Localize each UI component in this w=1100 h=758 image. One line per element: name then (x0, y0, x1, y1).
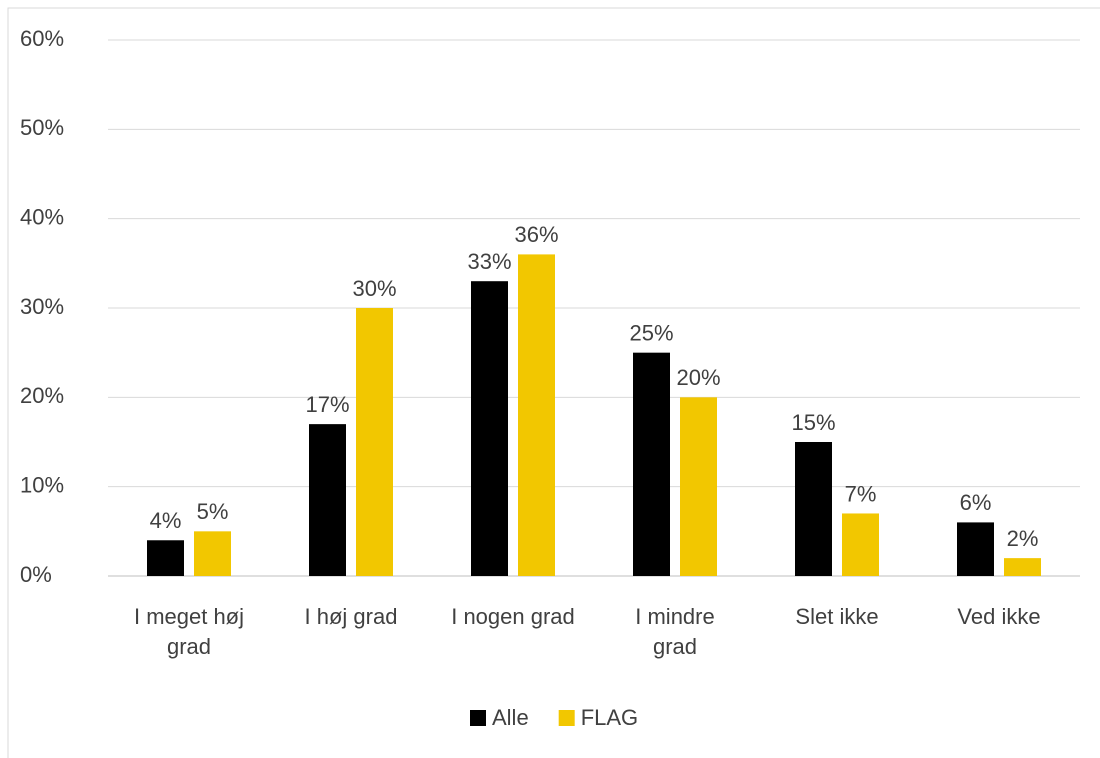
data-label: 25% (629, 320, 673, 345)
y-tick-label: 10% (20, 472, 64, 497)
bar (957, 522, 994, 576)
x-tick-label: Slet ikke (795, 604, 879, 629)
legend-label: Alle (492, 705, 529, 730)
data-label: 17% (305, 392, 349, 417)
x-tick-label: I meget høj grad (133, 604, 245, 659)
bar (633, 352, 670, 576)
data-label: 15% (791, 410, 835, 435)
legend-swatch (470, 710, 486, 726)
data-label: 7% (845, 481, 877, 506)
bar (680, 397, 717, 576)
x-tick-label: I mindre grad (635, 604, 715, 659)
bar (842, 513, 879, 576)
data-label: 33% (467, 249, 511, 274)
x-tick-label: I høj grad (304, 604, 398, 629)
y-tick-label: 30% (20, 294, 64, 319)
bar (471, 281, 508, 576)
y-tick-label: 40% (20, 204, 64, 229)
bar (147, 540, 184, 576)
bar (795, 442, 832, 576)
bar (356, 308, 393, 576)
legend-label: FLAG (581, 705, 638, 730)
y-tick-label: 0% (20, 562, 52, 587)
data-label: 2% (1007, 526, 1039, 551)
chart-frame (7, 7, 1100, 758)
bar (309, 424, 346, 576)
y-tick-label: 60% (20, 26, 64, 51)
data-label: 4% (150, 508, 182, 533)
y-tick-label: 50% (20, 115, 64, 140)
data-label: 36% (514, 222, 558, 247)
data-label: 5% (197, 499, 229, 524)
x-tick-label: I nogen grad (451, 604, 575, 629)
bar (1004, 558, 1041, 576)
legend-swatch (558, 710, 575, 726)
bar (194, 531, 231, 576)
data-label: 6% (960, 490, 992, 515)
data-label: 20% (676, 365, 720, 390)
data-label: 30% (352, 276, 396, 301)
y-tick-label: 20% (20, 383, 64, 408)
bar (518, 254, 555, 576)
x-tick-label: Ved ikke (957, 604, 1041, 629)
